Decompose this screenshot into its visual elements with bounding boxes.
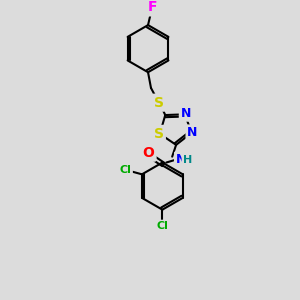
Text: N: N [176, 153, 186, 166]
Text: H: H [183, 154, 193, 165]
Text: N: N [188, 126, 198, 139]
Text: N: N [181, 107, 191, 120]
Text: O: O [143, 146, 154, 160]
Text: Cl: Cl [119, 165, 131, 176]
Text: F: F [148, 0, 158, 14]
Text: S: S [154, 127, 164, 141]
Text: S: S [154, 96, 164, 110]
Text: Cl: Cl [156, 221, 168, 231]
